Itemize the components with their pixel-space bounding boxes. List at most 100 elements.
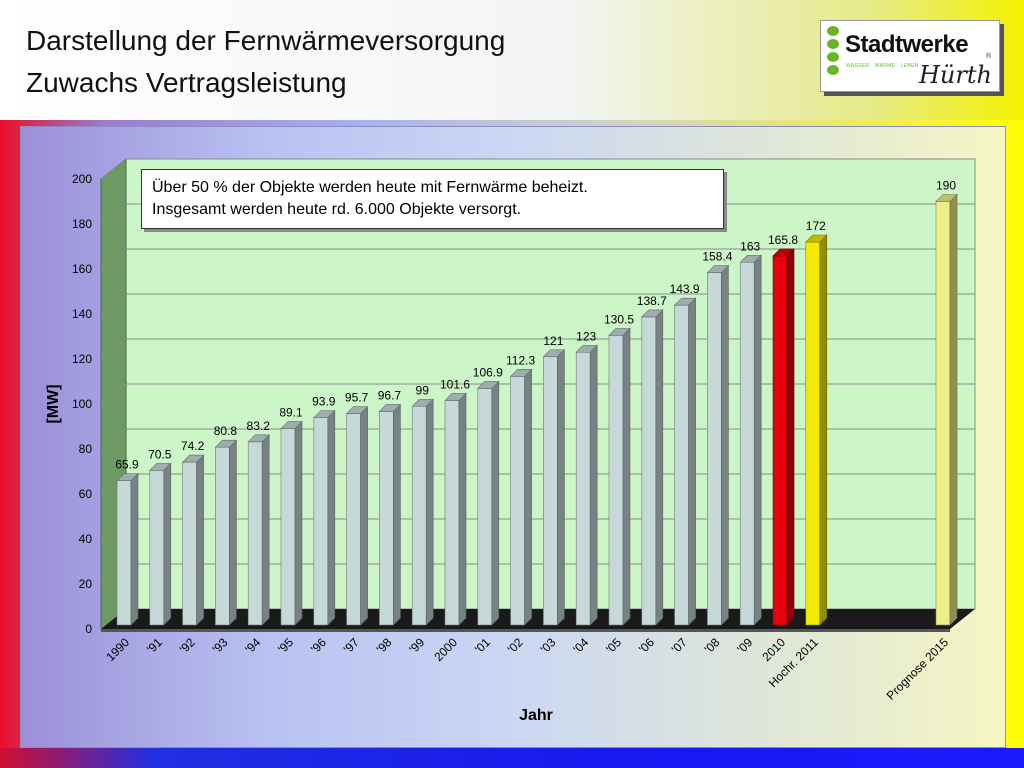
x-tick-label: '96: [308, 635, 329, 656]
bar-top: [444, 393, 467, 401]
gridline: [100, 248, 975, 270]
bar-side: [294, 420, 303, 626]
y-tick-label: 140: [72, 307, 92, 321]
bar-value-label: 123: [576, 329, 596, 343]
bar-side: [261, 434, 270, 626]
logo-registered-mark: ®: [986, 53, 992, 60]
x-tick-label: '09: [734, 635, 755, 656]
bar: [280, 428, 296, 626]
bar-side: [196, 454, 204, 626]
bar-side: [557, 349, 565, 626]
bar-value-label: 70.5: [148, 447, 172, 461]
logo-tagline: WASSER · WÄRME · LEBEN: [846, 63, 919, 69]
bar-top: [805, 234, 828, 243]
bar: [707, 272, 722, 626]
bottom-strip: [0, 748, 1024, 768]
y-axis-title: [MW]: [45, 384, 62, 423]
bar-top: [378, 404, 402, 412]
x-tick-label: '06: [636, 635, 657, 656]
bar: [477, 388, 493, 626]
bar-side: [786, 248, 795, 626]
bar-value-label: 130.5: [604, 312, 634, 326]
bar-top: [706, 265, 730, 273]
x-tick-label: '02: [505, 635, 526, 656]
y-tick-label: 0: [85, 622, 92, 636]
bar-value-label: 143.9: [670, 282, 700, 296]
bar-side: [229, 439, 237, 626]
bar-value-label: 96.7: [378, 388, 402, 402]
bar-side: [458, 392, 467, 626]
title-band: Darstellung der Fernwärmeversorgung Zuwa…: [0, 0, 1024, 120]
bar-value-label: 190: [936, 179, 956, 193]
bar: [346, 413, 361, 626]
bar-top: [181, 454, 205, 463]
bar: [935, 201, 951, 626]
bar-value-label: 95.7: [345, 391, 369, 405]
bar-value-label: 165.8: [768, 233, 798, 247]
bar-top: [509, 369, 533, 377]
x-tick-label: '98: [374, 635, 395, 656]
bar-value-label: 121: [543, 334, 563, 348]
x-tick-label: '94: [242, 635, 263, 656]
x-tick-label: '95: [275, 635, 296, 656]
bar: [444, 400, 460, 626]
bar-top: [247, 434, 270, 443]
logo-wordmark: Stadtwerke: [845, 31, 969, 58]
bar-top: [739, 254, 762, 263]
slide-title: Darstellung der Fernwärmeversorgung: [26, 25, 506, 56]
bar-value-label: 112.3: [506, 353, 535, 367]
bar-side: [688, 297, 696, 626]
x-tick-label: '99: [406, 635, 427, 656]
bar: [739, 261, 755, 626]
slide-subtitle: Zuwachs Vertragsleistung: [26, 67, 347, 98]
x-tick-label: '92: [177, 635, 198, 656]
bar-side: [721, 264, 729, 626]
bar-top: [214, 439, 238, 448]
bar-top: [673, 297, 697, 306]
bar-side: [753, 254, 762, 626]
note-line-1: Über 50 % der Objekte werden heute mit F…: [152, 179, 588, 196]
bar-value-label: 83.2: [247, 419, 271, 433]
x-tick-label: '08: [702, 635, 723, 656]
gridline: [100, 293, 975, 315]
bar: [182, 461, 197, 626]
bar: [313, 417, 329, 626]
bar-top: [411, 398, 434, 407]
bar-side: [425, 398, 434, 626]
logo-dots-icon: [827, 26, 841, 86]
bar-side: [491, 380, 500, 626]
bar-side: [819, 234, 828, 626]
y-tick-label: 60: [79, 487, 93, 501]
bar: [543, 356, 558, 626]
bar-top: [280, 421, 303, 429]
bar-value-label: 158.4: [702, 250, 732, 264]
bar: [149, 470, 165, 626]
bar-value-label: 163: [740, 239, 760, 253]
bar: [674, 304, 689, 626]
bar-top: [116, 473, 139, 482]
x-tick-label: 2000: [431, 635, 460, 664]
bar-top: [641, 309, 664, 318]
bar-side: [360, 405, 368, 626]
bar-side: [327, 410, 336, 626]
x-tick-label: '01: [472, 635, 493, 656]
bar-side: [393, 403, 401, 626]
bar-side: [163, 462, 172, 626]
bar-value-label: 101.6: [440, 377, 470, 391]
bar: [772, 255, 788, 626]
stadtwerke-logo: Stadtwerke WASSER · WÄRME · LEBEN Hürth …: [820, 20, 1000, 92]
bar-side: [949, 193, 958, 626]
bar-top: [608, 328, 631, 336]
bar: [805, 241, 821, 626]
bar: [411, 405, 427, 626]
bar-top: [313, 410, 336, 419]
y-tick-label: 160: [72, 262, 92, 276]
bar-top: [542, 349, 566, 358]
bar: [116, 480, 132, 626]
x-tick-label: '93: [210, 635, 231, 656]
x-tick-label: '07: [669, 635, 690, 656]
bar-value-label: 74.2: [181, 439, 205, 453]
bar: [608, 335, 624, 626]
y-tick-label: 40: [79, 532, 93, 546]
